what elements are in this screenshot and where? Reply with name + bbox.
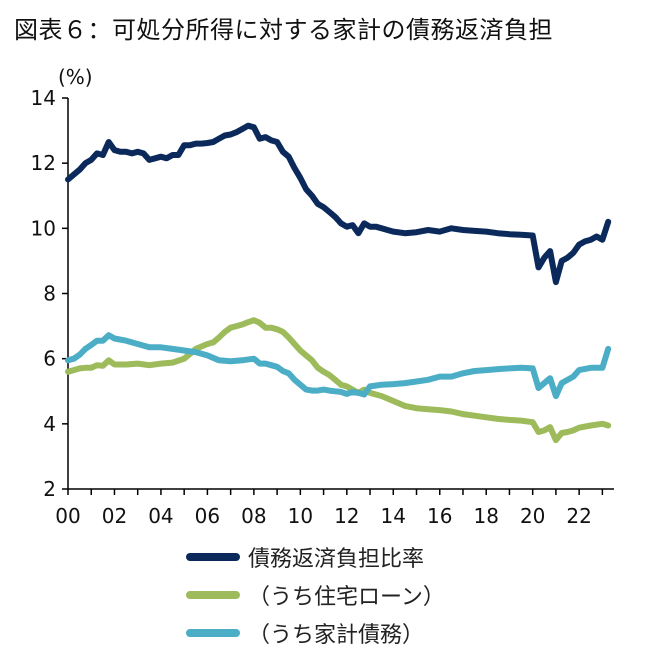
x-tick-label: 00: [55, 504, 80, 528]
y-tick-label: 6: [43, 347, 56, 371]
y-axis-unit: (%): [58, 65, 93, 89]
y-tick-label: 4: [43, 412, 56, 436]
axes: 2 4 6 8 10 12 14 00 02 04 06 08 10 12 14 16 18 20 22: [31, 86, 614, 528]
legend-label-mortgage: （うち住宅ローン）: [248, 585, 445, 610]
x-tick-label: 14: [381, 504, 406, 528]
y-tick-label: 10: [31, 216, 56, 240]
x-tick-label: 10: [288, 504, 313, 528]
series-line-mortgage: [65, 317, 612, 444]
legend-swatch-debt-service-ratio: [186, 553, 240, 561]
x-tick-label: 04: [148, 504, 173, 528]
x-tick-label: 02: [102, 504, 127, 528]
x-tick-label: 12: [334, 504, 359, 528]
legend-swatch-mortgage: [186, 591, 240, 599]
y-tick-label: 2: [43, 477, 56, 501]
legend-item: （うち家計債務）: [186, 614, 445, 652]
legend-label-debt-service-ratio: 債務返済負担比率: [248, 547, 425, 572]
series-line-debt-service-ratio: [65, 122, 612, 286]
chart-title: 図表６：可処分所得に対する家計の債務返済負担: [14, 16, 553, 44]
legend-swatch-household-debt: [186, 629, 240, 637]
legend-item: （うち住宅ローン）: [186, 576, 445, 614]
y-tick-label: 8: [43, 282, 56, 306]
x-tick-label: 18: [473, 504, 498, 528]
series-layer: [65, 122, 612, 444]
legend-label-household-debt: （うち家計債務）: [248, 623, 425, 648]
legend: 債務返済負担比率 （うち住宅ローン） （うち家計債務）: [186, 538, 445, 652]
y-tick-label: 12: [31, 151, 56, 175]
x-tick-label: 08: [241, 504, 266, 528]
x-tick-label: 22: [566, 504, 591, 528]
series-line-household-debt: [65, 332, 612, 400]
x-tick-label: 16: [427, 504, 452, 528]
legend-item: 債務返済負担比率: [186, 538, 445, 576]
x-tick-label: 06: [195, 504, 220, 528]
x-tick-label: 20: [520, 504, 545, 528]
y-tick-label: 14: [31, 86, 56, 110]
